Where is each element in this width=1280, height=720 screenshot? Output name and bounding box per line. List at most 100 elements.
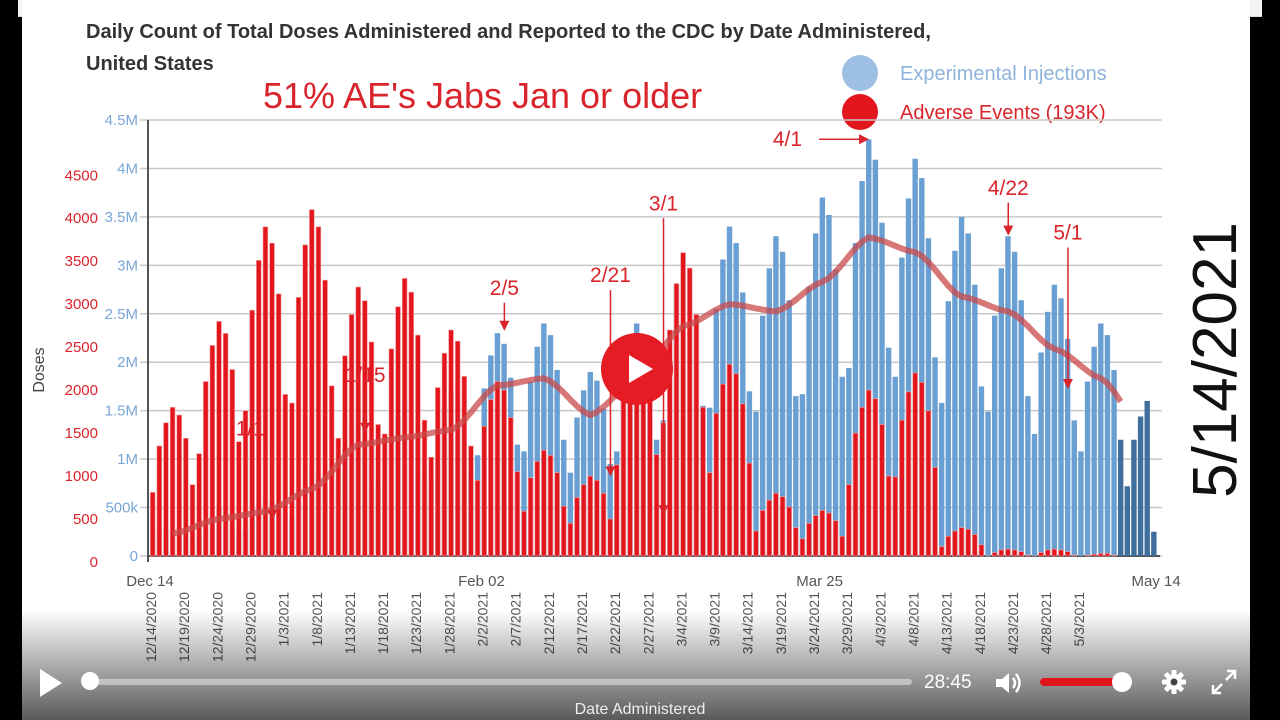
bar-adverse-events xyxy=(600,492,607,557)
bar-adverse-events xyxy=(1051,548,1058,557)
bar-adverse-events xyxy=(819,510,826,557)
bar-adverse-events xyxy=(885,475,892,557)
bar-adverse-events xyxy=(461,376,468,557)
bar-adverse-events xyxy=(348,314,355,557)
settings-button[interactable] xyxy=(1160,668,1188,696)
volume-slider[interactable] xyxy=(1040,678,1132,686)
bar-experimental-injections xyxy=(938,402,945,556)
volume-button[interactable] xyxy=(994,670,1024,696)
bar-adverse-events xyxy=(1011,549,1018,557)
bar-experimental-injections xyxy=(846,368,852,556)
bar-adverse-events xyxy=(1084,554,1091,557)
bar-adverse-events xyxy=(1025,554,1031,557)
arrow-annotation-label: 5/1 xyxy=(1053,221,1082,244)
y-tick-label-blue: 2M xyxy=(117,354,138,371)
progress-bar[interactable] xyxy=(90,679,912,685)
bar-adverse-events xyxy=(441,352,448,557)
bar-adverse-events xyxy=(693,314,700,557)
legend-swatch-blue xyxy=(842,55,878,91)
bar-experimental-injections xyxy=(919,178,925,556)
bar-adverse-events xyxy=(912,372,918,557)
bar-adverse-events xyxy=(488,399,494,557)
bar-experimental-injections xyxy=(1137,416,1144,556)
arrow-head xyxy=(499,320,510,331)
bar-experimental-injections xyxy=(580,390,587,556)
bar-experimental-injections xyxy=(832,269,839,556)
bar-experimental-injections xyxy=(1071,420,1077,556)
bar-adverse-events xyxy=(1091,553,1097,557)
bar-adverse-events xyxy=(415,334,421,557)
bar-adverse-events xyxy=(1005,548,1011,557)
bar-adverse-events xyxy=(216,321,222,557)
bar-adverse-events xyxy=(236,441,242,557)
bar-experimental-injections xyxy=(1051,284,1058,556)
arrow-annotation-label: 2/5 xyxy=(490,277,519,300)
bar-experimental-injections xyxy=(799,394,806,556)
bar-experimental-injections xyxy=(958,216,965,556)
bar-adverse-events xyxy=(309,209,315,557)
bar-adverse-events xyxy=(786,506,792,557)
bar-adverse-events xyxy=(169,407,176,557)
bar-adverse-events xyxy=(501,389,507,557)
arrow-head xyxy=(1062,379,1073,390)
bar-adverse-events xyxy=(945,535,952,557)
bar-adverse-events xyxy=(720,383,726,557)
progress-scrubber[interactable] xyxy=(81,672,99,690)
arrow-head xyxy=(1003,225,1014,236)
bar-adverse-events xyxy=(647,389,653,557)
y-tick-label-blue: 0 xyxy=(130,548,138,565)
bar-adverse-events xyxy=(812,515,819,557)
bar-adverse-events xyxy=(514,471,521,557)
bar-adverse-events xyxy=(229,369,235,557)
bar-experimental-injections xyxy=(521,451,527,556)
bar-experimental-injections xyxy=(567,472,574,556)
bar-experimental-injections xyxy=(972,284,978,556)
y-tick-label-blue: 1.5M xyxy=(105,403,138,420)
bar-experimental-injections xyxy=(534,346,540,556)
x-top-date-label: Mar 25 xyxy=(796,573,843,590)
bar-experimental-injections xyxy=(753,411,759,556)
bar-adverse-events xyxy=(183,437,189,557)
bar-adverse-events xyxy=(289,402,295,557)
y-tick-label-blue: 1M xyxy=(117,451,138,468)
bar-experimental-injections xyxy=(600,408,607,556)
bar-adverse-events xyxy=(315,226,322,557)
bar-experimental-injections xyxy=(1084,381,1091,556)
fullscreen-button[interactable] xyxy=(1210,668,1238,696)
bar-adverse-events xyxy=(706,472,713,557)
chart-title-line1: Daily Count of Total Doses Administered … xyxy=(86,21,931,43)
bar-adverse-events xyxy=(733,373,739,557)
volume-knob[interactable] xyxy=(1112,672,1132,692)
volume-level xyxy=(1040,678,1119,686)
bar-adverse-events xyxy=(899,419,905,557)
bar-experimental-injections xyxy=(992,315,998,556)
play-button[interactable] xyxy=(36,666,66,700)
bar-adverse-events xyxy=(547,455,554,557)
bar-adverse-events xyxy=(527,477,534,557)
bar-adverse-events xyxy=(773,492,779,557)
bar-adverse-events xyxy=(667,329,673,557)
bar-adverse-events xyxy=(793,527,799,557)
bar-experimental-injections xyxy=(587,371,593,556)
bar-adverse-events xyxy=(673,283,680,557)
bar-adverse-events xyxy=(866,389,872,557)
arrow-annotation-label: 2/21 xyxy=(590,264,631,287)
bar-adverse-events xyxy=(209,345,216,557)
bar-experimental-injections xyxy=(813,233,819,557)
bar-adverse-events xyxy=(700,407,706,557)
bar-experimental-injections xyxy=(892,376,898,556)
bar-adverse-events xyxy=(242,410,249,557)
bar-experimental-injections xyxy=(872,159,879,557)
bar-adverse-events xyxy=(375,424,381,557)
bar-adverse-events xyxy=(295,297,302,557)
legend-label-red: Adverse Events (193K) xyxy=(900,102,1106,124)
legend-swatch-red xyxy=(842,94,878,130)
play-icon xyxy=(629,355,653,383)
bar-experimental-injections xyxy=(1151,531,1157,556)
bar-experimental-injections xyxy=(793,396,799,556)
bar-experimental-injections xyxy=(1018,300,1024,556)
bar-experimental-injections xyxy=(1031,433,1038,556)
bar-adverse-events xyxy=(275,293,282,557)
bar-adverse-events xyxy=(395,306,401,557)
big-play-button[interactable] xyxy=(601,333,673,405)
